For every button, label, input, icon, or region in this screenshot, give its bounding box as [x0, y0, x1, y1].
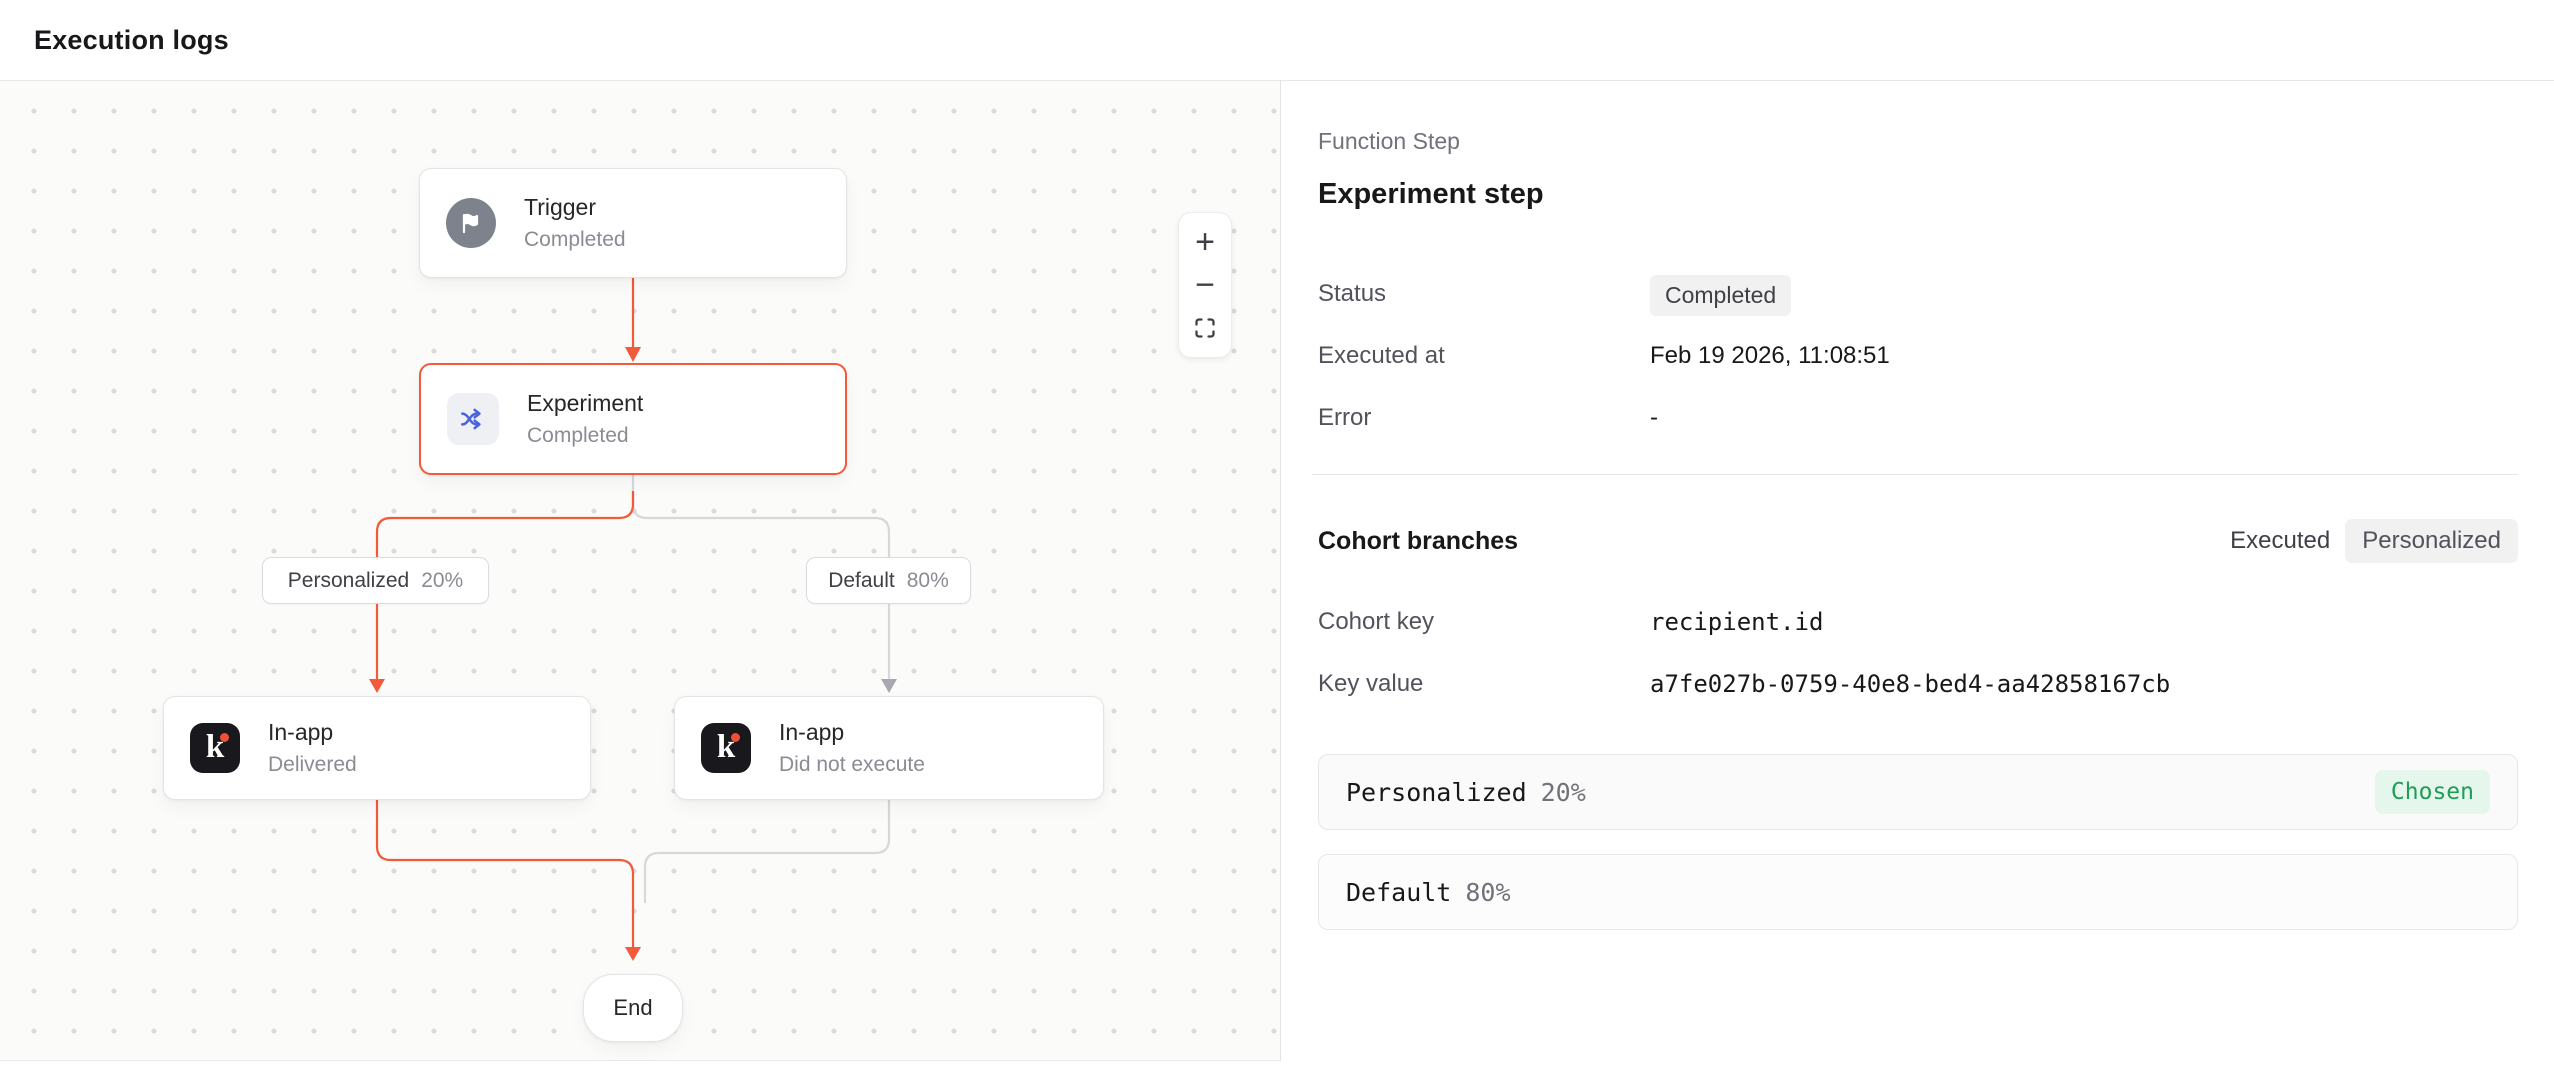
executed-at-row: Executed at Feb 19 2026, 11:08:51: [1318, 337, 2518, 378]
zoom-out-button[interactable]: −: [1195, 266, 1215, 304]
key-value-value: a7fe027b-0759-40e8-bed4-aa42858167cb: [1650, 670, 2171, 698]
node-status: Completed: [527, 424, 629, 447]
node-experiment[interactable]: Experiment Completed: [419, 363, 847, 475]
node-inapp-not-executed[interactable]: k In-app Did not execute: [674, 696, 1104, 800]
branch-label-personalized[interactable]: Personalized 20%: [262, 557, 489, 604]
node-end[interactable]: End: [583, 974, 683, 1042]
branch-percent: 20%: [1540, 777, 1586, 807]
detail-panel: Function Step Experiment step Status Com…: [1281, 81, 2554, 1068]
executed-branch-badge: Personalized: [2345, 519, 2518, 563]
zoom-controls: + −: [1178, 212, 1232, 358]
fit-view-button[interactable]: [1185, 309, 1225, 347]
node-status: Delivered: [268, 753, 357, 776]
executed-label: Executed: [2230, 527, 2331, 554]
zoom-in-button[interactable]: +: [1195, 223, 1215, 261]
row-label: Error: [1318, 404, 1372, 431]
row-label: Cohort key: [1318, 608, 1435, 635]
chosen-badge: Chosen: [2374, 770, 2490, 814]
node-title: Trigger: [524, 194, 596, 220]
cohort-key-row: Cohort key recipient.id: [1318, 603, 2518, 644]
workflow-edges: [369, 278, 897, 961]
step-title: Experiment step: [1318, 178, 1544, 210]
cohort-branches-heading: Cohort branches: [1318, 526, 1519, 555]
branch-name: Personalized: [1346, 777, 1527, 807]
branch-percent: 80%: [1465, 877, 1511, 907]
branch-percent: 20%: [421, 568, 464, 592]
page-header: Execution logs: [0, 0, 2554, 81]
page-title: Execution logs: [34, 24, 229, 55]
row-label: Key value: [1318, 670, 1424, 697]
knock-logo-icon: k: [701, 723, 751, 773]
row-value: Feb 19 2026, 11:08:51: [1650, 342, 1890, 369]
node-title: Experiment: [527, 390, 644, 416]
branch-card-default[interactable]: Default 80%: [1318, 854, 2518, 930]
node-status: Completed: [524, 228, 626, 251]
node-inapp-delivered[interactable]: k In-app Delivered: [163, 696, 591, 800]
row-label: Status: [1318, 280, 1387, 307]
row-label: Executed at: [1318, 342, 1445, 369]
status-badge: Completed: [1650, 275, 1792, 316]
branch-label-default[interactable]: Default 80%: [806, 557, 971, 604]
workflow-canvas[interactable]: Trigger Completed Experiment Completed P…: [0, 81, 1281, 1061]
branch-name: Personalized: [287, 568, 410, 592]
key-value-row: Key value a7fe027b-0759-40e8-bed4-aa4285…: [1318, 665, 2518, 706]
node-title: In-app: [268, 719, 334, 745]
error-row: Error -: [1318, 399, 2518, 440]
status-row: Status Completed: [1318, 275, 2518, 316]
flag-icon: [446, 198, 496, 248]
end-label: End: [613, 995, 653, 1020]
knock-logo-icon: k: [190, 723, 240, 773]
section-divider: [1312, 474, 2518, 475]
node-trigger[interactable]: Trigger Completed: [419, 168, 847, 278]
shuffle-icon: [447, 393, 499, 445]
branch-name: Default: [1346, 877, 1452, 907]
node-title: In-app: [779, 719, 845, 745]
branch-name: Default: [828, 568, 895, 592]
step-type-label: Function Step: [1318, 128, 1460, 154]
branch-card-personalized[interactable]: Personalized 20% Chosen: [1318, 754, 2518, 830]
node-status: Did not execute: [779, 753, 925, 776]
row-value: -: [1650, 404, 1658, 431]
cohort-key-value: recipient.id: [1650, 608, 1824, 636]
branch-percent: 80%: [906, 568, 949, 592]
